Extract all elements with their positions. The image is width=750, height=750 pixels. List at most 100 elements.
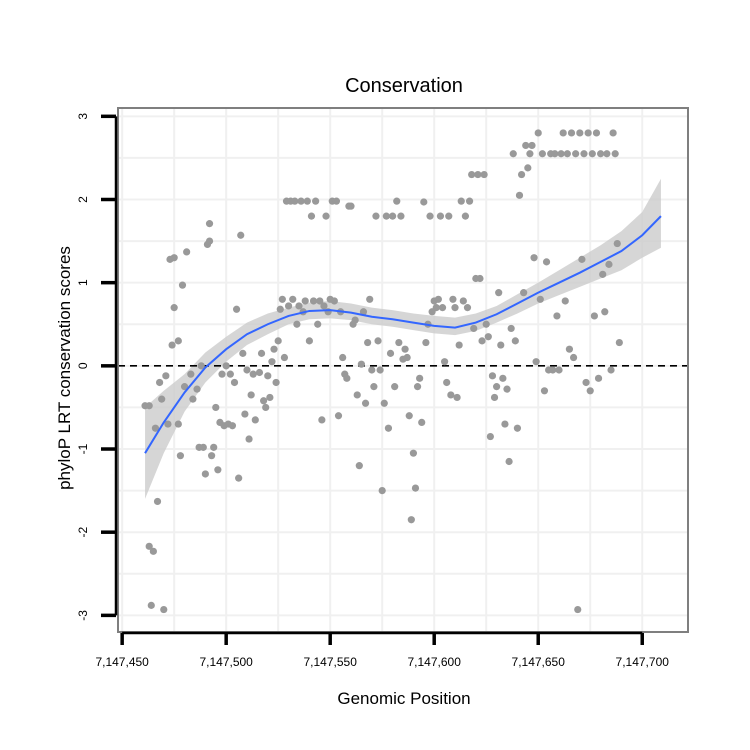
data-point [316, 297, 324, 305]
data-point [522, 141, 530, 150]
data-point [557, 150, 565, 158]
data-point [592, 129, 601, 137]
data-point [449, 295, 457, 303]
data-point [305, 337, 313, 345]
data-point [312, 197, 320, 205]
data-point [237, 231, 245, 239]
data-point [534, 129, 542, 137]
data-point [411, 484, 420, 492]
data-point [235, 474, 243, 482]
data-point [293, 320, 301, 328]
data-point [501, 420, 509, 428]
confidence-band-layer [145, 178, 661, 499]
data-point [176, 452, 185, 460]
data-point [149, 547, 157, 555]
x-tick-label: 7,147,500 [199, 655, 253, 669]
data-point [361, 399, 370, 407]
data-point [297, 197, 305, 205]
data-point [484, 333, 492, 341]
data-point [532, 358, 540, 366]
data-point [601, 308, 609, 316]
data-point [266, 393, 274, 402]
data-point [461, 212, 470, 220]
data-point [590, 312, 598, 320]
data-point [243, 366, 251, 374]
grid [118, 108, 688, 632]
data-point [205, 237, 214, 245]
confidence-band [145, 178, 661, 499]
data-point [530, 254, 538, 262]
data-point [255, 368, 264, 377]
data-point [391, 383, 399, 391]
data-point [151, 424, 160, 432]
data-point [249, 370, 257, 378]
data-point [366, 295, 374, 303]
data-point [445, 212, 453, 220]
data-point [588, 150, 596, 158]
data-point [318, 416, 326, 424]
data-point [565, 345, 574, 353]
x-axis-label: Genomic Position [337, 689, 470, 708]
data-point [160, 605, 168, 614]
data-point [257, 349, 266, 357]
data-point [615, 338, 623, 347]
data-point [230, 378, 239, 387]
data-point [262, 403, 270, 412]
data-point [594, 374, 603, 382]
data-point [174, 420, 182, 428]
data-point [226, 370, 234, 378]
data-point [205, 220, 214, 228]
data-point [193, 385, 201, 393]
data-point [507, 324, 515, 333]
data-point [528, 141, 536, 150]
data-point [170, 254, 178, 262]
data-point [490, 393, 499, 402]
data-point [586, 387, 594, 395]
data-point [540, 387, 549, 395]
data-point [355, 462, 363, 470]
x-tick-label: 7,147,650 [512, 655, 566, 669]
data-point [397, 212, 405, 220]
y-axis: -3 -2 -1 0 1 2 3 [76, 113, 118, 621]
data-point [453, 393, 461, 402]
data-point [436, 212, 445, 220]
data-point [168, 341, 176, 349]
data-point [459, 297, 467, 305]
y-tick-label: 2 [76, 196, 90, 203]
data-point [567, 129, 576, 137]
data-point [613, 239, 621, 248]
data-point [201, 470, 209, 478]
data-point [465, 197, 474, 205]
data-point [278, 295, 286, 303]
data-point [511, 337, 519, 345]
data-point [156, 378, 164, 387]
data-point [199, 443, 207, 451]
data-point [542, 258, 551, 266]
data-point [488, 372, 497, 380]
data-point [420, 198, 428, 206]
data-point [605, 260, 613, 268]
data-point [260, 397, 268, 405]
data-point [524, 164, 532, 172]
data-point [372, 212, 380, 220]
data-point [447, 391, 455, 399]
data-point [426, 212, 434, 220]
y-axis-label: phyloP LRT conservation scores [55, 246, 74, 490]
data-point [409, 449, 418, 457]
data-point [455, 341, 463, 349]
data-point [549, 366, 557, 374]
data-point [239, 349, 247, 357]
data-point [513, 424, 522, 432]
data-point [538, 150, 546, 158]
data-point [474, 170, 482, 179]
data-point [482, 320, 490, 328]
data-point [320, 302, 328, 310]
data-point [470, 324, 478, 333]
x-tick-label: 7,147,450 [95, 655, 149, 669]
data-point [384, 424, 393, 432]
data-point [476, 274, 484, 283]
data-point [416, 374, 424, 382]
x-tick-label: 7,147,600 [408, 655, 462, 669]
y-tick-label: 0 [76, 362, 90, 369]
data-point [509, 150, 517, 158]
